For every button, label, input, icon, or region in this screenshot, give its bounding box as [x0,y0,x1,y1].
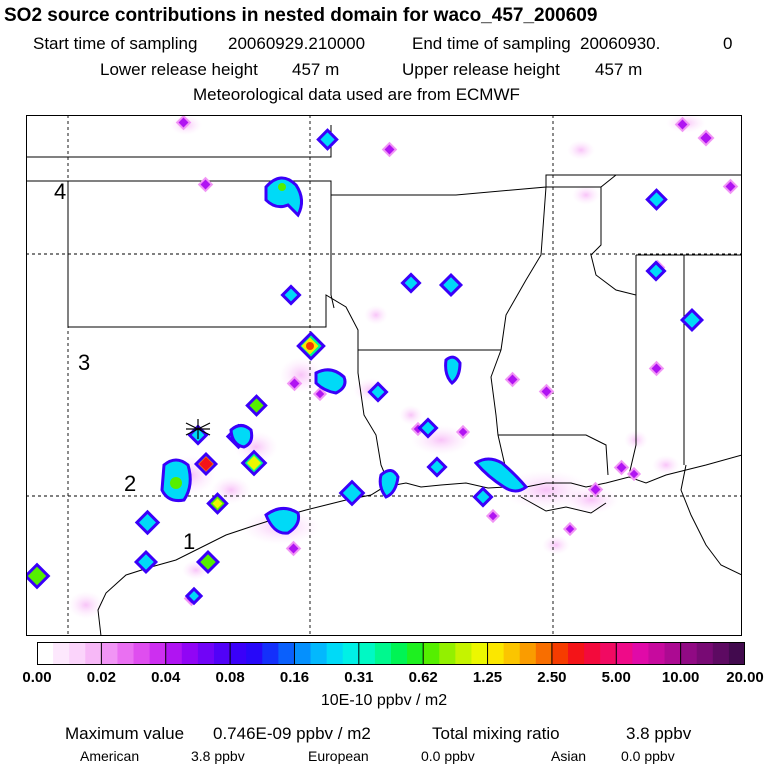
asian-value: 0.0 ppbv [621,748,675,764]
colorbar-tick-label: 0.31 [344,669,374,686]
colorbar-cell [648,642,666,665]
colorbar-cell [584,642,601,665]
colorbar-tick-lines [37,642,745,665]
european-value: 0.0 ppbv [421,748,475,764]
colorbar-cell [696,642,714,665]
coastline [97,454,742,636]
upper-release-value: 457 m [595,60,643,79]
colorbar-tick-label: 0.08 [215,669,245,686]
colorbar-cell [37,642,54,665]
met-data-text: Meteorological data used are from ECMWF [193,85,520,104]
colorbar-cell [439,642,456,665]
end-time-suffix: 0 [723,34,733,53]
colorbar-cell [391,642,408,665]
colorbar-cell [358,642,376,665]
colorbar-cell [230,642,247,665]
colorbar-cell [214,642,231,665]
lat-lon-grid [26,115,742,636]
colorbar-cell [181,642,199,665]
colorbar-cell [342,642,360,665]
colorbar-tick-label: 5.00 [601,669,631,686]
colorbar-cell [632,642,650,665]
colorbar-tick-label: 0.00 [22,669,52,686]
colorbar-cell [551,642,569,665]
map-frame [26,115,742,636]
colorbar [37,642,745,665]
max-value-label: Maximum value [65,724,185,743]
american-label: American [80,748,140,764]
start-time-label: Start time of sampling [33,34,198,53]
colorbar-cell [423,642,440,665]
map-title: SO2 source contributions in nested domai… [4,5,598,26]
colorbar-cell [664,642,682,665]
colorbar-cell [535,642,553,665]
colorbar-cell [53,642,70,665]
colorbar-cell [680,642,698,665]
colorbar-tick-label: 20.00 [726,669,764,686]
colorbar-cell [407,642,424,665]
end-time-label: End time of sampling [412,34,571,53]
colorbar-frame [37,642,745,665]
colorbar-cell [310,642,328,665]
colorbar-cell [487,642,505,665]
plume-shading [68,115,706,619]
colorbar-cell [374,642,392,665]
colorbar-cell [728,642,745,665]
colorbar-cell [503,642,521,665]
total-mixing-value: 3.8 ppbv [626,724,692,743]
concentration-map: 1 2 3 4 [26,115,742,636]
colorbar-cell [149,642,167,665]
colorbar-units: 10E-10 ppbv / m2 [320,692,448,709]
source-location-marker [185,419,211,439]
asian-label: Asian [551,748,587,764]
colorbar-cell [85,642,102,665]
colorbar-cell [616,642,633,665]
region-label-1: 1 [183,529,195,554]
colorbar-tick-label: 0.04 [151,669,181,686]
colorbar-cell [519,642,537,665]
colorbar-cell [568,642,585,665]
colorbar-cell [117,642,135,665]
lower-release-value: 457 m [292,60,340,79]
region-label-4: 4 [54,179,66,204]
end-time-value: 20060930. [580,34,661,53]
colorbar-cell [246,642,263,665]
upper-release-label: Upper release height [402,60,560,79]
european-label: European [308,748,369,764]
colorbar-cell [278,642,296,665]
colorbar-cell [197,642,215,665]
colorbar-cell [69,642,86,665]
colorbar-cell [101,642,119,665]
colorbar-cell [455,642,473,665]
total-mixing-label: Total mixing ratio [432,724,560,743]
colorbar-tick-label: 0.16 [279,669,310,686]
colorbar-tick-label: 0.62 [408,669,438,686]
colorbar-cell [294,642,312,665]
state-boundaries [26,125,742,478]
colorbar-cell [600,642,617,665]
concentration-spots [26,115,739,607]
colorbar-cell [165,642,183,665]
colorbar-tick-label: 0.02 [86,669,116,686]
region-label-2: 2 [124,471,136,496]
colorbar-tick-label: 10.00 [661,669,700,686]
colorbar-cells [37,642,745,665]
colorbar-tick-label: 1.25 [472,669,503,686]
american-value: 3.8 ppbv [191,748,245,764]
region-label-3: 3 [78,350,90,375]
colorbar-cell [712,642,730,665]
colorbar-cell [133,642,151,665]
colorbar-cell [471,642,489,665]
max-value: 0.746E-09 ppbv / m2 [213,724,371,743]
colorbar-cell [326,642,344,665]
start-time-value: 20060929.210000 [228,34,366,53]
colorbar-cell [262,642,279,665]
colorbar-tick-label: 2.50 [537,669,567,686]
lower-release-label: Lower release height [100,60,258,79]
